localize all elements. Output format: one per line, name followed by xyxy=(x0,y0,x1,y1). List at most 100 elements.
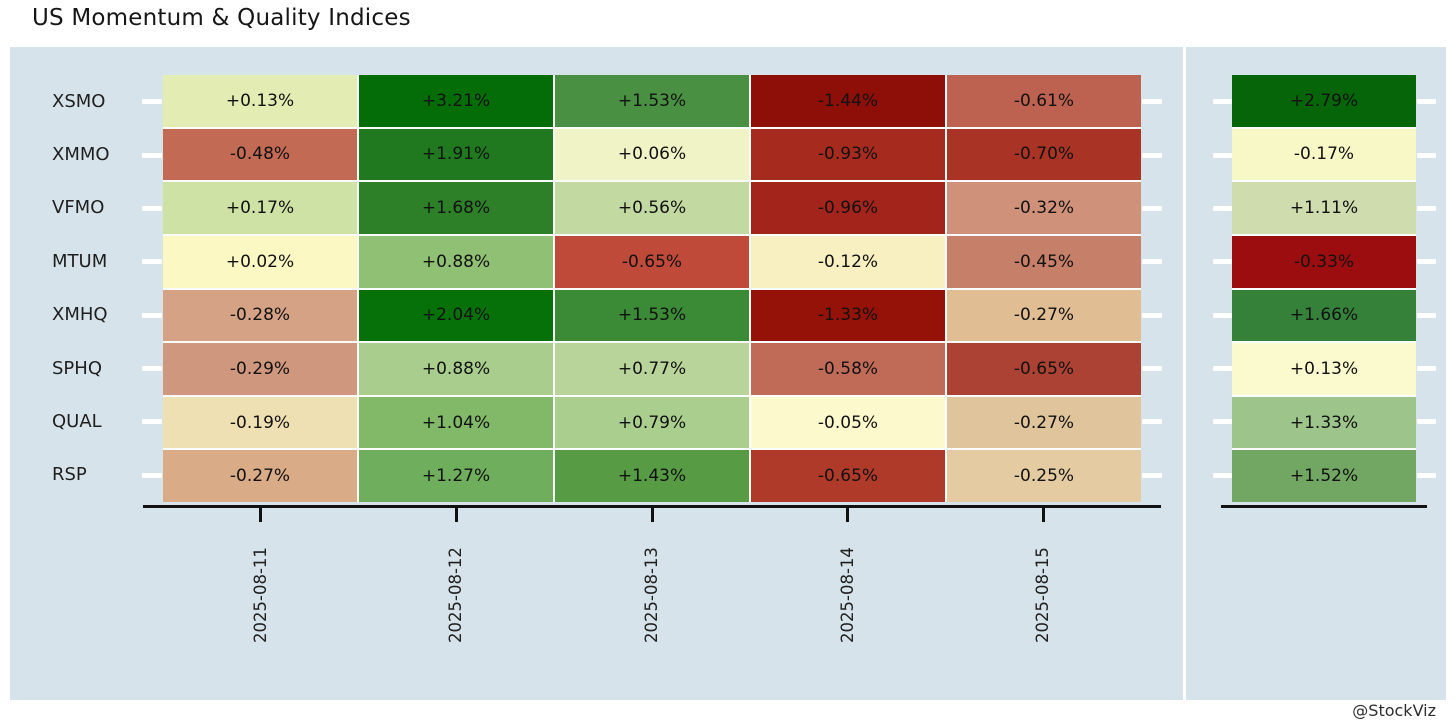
row-tick-dash xyxy=(1417,259,1436,265)
heatmap-cell: +0.56% xyxy=(555,182,749,234)
row-tick-dash xyxy=(1417,366,1436,372)
heatmap-cell: +1.43% xyxy=(555,450,749,502)
row-tick-dash xyxy=(1213,99,1232,105)
row-tick-dash xyxy=(1213,152,1232,158)
heatmap-cell: +1.53% xyxy=(555,75,749,127)
heatmap-cell: +3.21% xyxy=(359,75,553,127)
heatmap-cell: -0.12% xyxy=(751,235,945,288)
page-title: US Momentum & Quality Indices xyxy=(32,5,411,31)
heatmap-cell: +0.17% xyxy=(163,182,357,234)
summary-grid: +2.79% -0.17% +1.11% -0.33% +1.66% +0.13% +1.3… xyxy=(1232,75,1416,502)
heatmap-cell: -1.44% xyxy=(751,75,945,127)
heatmap-cell: +0.79% xyxy=(555,396,749,449)
heatmap-cell: -0.58% xyxy=(751,343,945,395)
heatmap-cell: -0.19% xyxy=(163,396,357,449)
x-axis-tick xyxy=(1041,508,1045,522)
row-tick-dash xyxy=(142,205,162,211)
heatmap-cell: +0.06% xyxy=(555,128,749,181)
summary-cell: +2.79% xyxy=(1232,75,1416,127)
summary-cell: +0.13% xyxy=(1232,343,1416,395)
row-tick-dash xyxy=(1142,259,1162,265)
summary-axis-line xyxy=(1221,505,1427,508)
date-label: 2025-08-11 xyxy=(250,547,270,643)
heatmap-cell: -0.48% xyxy=(163,128,357,181)
date-label: 2025-08-13 xyxy=(642,547,661,643)
row-tick-dash xyxy=(142,366,162,372)
row-label: XMHQ xyxy=(52,304,108,326)
heatmap-cell: +0.13% xyxy=(163,75,357,127)
row-tick-dash xyxy=(1417,152,1436,158)
heatmap-cell: -0.61% xyxy=(947,75,1141,127)
row-tick-dash xyxy=(142,472,162,478)
heatmap-cell: -0.45% xyxy=(947,235,1141,288)
x-axis-tick xyxy=(650,508,654,522)
row-tick-dash xyxy=(1142,472,1162,478)
row-tick-dash xyxy=(1213,312,1232,318)
row-tick-dash xyxy=(1417,205,1436,211)
heatmap-cell: -0.65% xyxy=(751,450,945,502)
row-tick-dash xyxy=(1213,472,1232,478)
heatmap-grid: +0.13% +3.21% +1.53% -1.44% -0.61% -0.48% +1.9… xyxy=(163,75,1141,502)
date-label: 2025-08-12 xyxy=(446,547,466,643)
row-label: RSP xyxy=(52,464,87,486)
summary-cell: +1.33% xyxy=(1232,396,1416,449)
row-label: VFMO xyxy=(52,197,105,219)
row-tick-dash xyxy=(1142,366,1162,372)
heatmap-cell: -0.27% xyxy=(163,450,357,502)
row-tick-dash xyxy=(1213,419,1232,425)
x-axis-line xyxy=(143,505,1161,508)
heatmap-cell: -0.65% xyxy=(947,343,1141,395)
heatmap-cell: +0.77% xyxy=(555,343,749,395)
row-tick-dash xyxy=(1213,205,1232,211)
row-label: MTUM xyxy=(52,250,108,272)
date-label: 2025-08-15 xyxy=(1033,547,1053,643)
x-axis-tick xyxy=(846,508,850,522)
heatmap-cell: -1.33% xyxy=(751,289,945,342)
heatmap-cell: -0.05% xyxy=(751,396,945,449)
row-tick-dash xyxy=(142,419,162,425)
heatmap-cell: +0.88% xyxy=(359,235,553,288)
summary-cell: +1.52% xyxy=(1232,450,1416,502)
row-tick-dash xyxy=(1142,205,1162,211)
heatmap-cell: -0.93% xyxy=(751,128,945,181)
heatmap-cell: -0.27% xyxy=(947,396,1141,449)
heatmap-cell: +2.04% xyxy=(359,289,553,342)
heatmap-cell: +0.88% xyxy=(359,343,553,395)
summary-cell: +1.11% xyxy=(1232,182,1416,234)
summary-cell: +1.66% xyxy=(1232,289,1416,342)
row-label: SPHQ xyxy=(52,357,102,379)
heatmap-cell: +1.91% xyxy=(359,128,553,181)
heatmap-cell: -0.27% xyxy=(947,289,1141,342)
row-tick-dash xyxy=(142,152,162,158)
heatmap-cell: +1.53% xyxy=(555,289,749,342)
row-tick-dash xyxy=(1417,99,1436,105)
row-tick-dash xyxy=(1417,419,1436,425)
heatmap-cell: -0.28% xyxy=(163,289,357,342)
row-tick-dash xyxy=(1417,312,1436,318)
heatmap-cell: -0.25% xyxy=(947,450,1141,502)
heatmap-cell: +1.04% xyxy=(359,396,553,449)
heatmap-cell: -0.70% xyxy=(947,128,1141,181)
heatmap-cell: +1.68% xyxy=(359,182,553,234)
row-tick-dash xyxy=(1417,472,1436,478)
attribution: @StockViz xyxy=(1352,701,1436,720)
date-label: 2025-08-14 xyxy=(837,547,857,643)
row-tick-dash xyxy=(1142,312,1162,318)
row-tick-dash xyxy=(1213,259,1232,265)
x-axis-tick xyxy=(259,508,263,522)
row-label: XMMO xyxy=(52,144,110,166)
row-label: XSMO xyxy=(52,90,106,112)
row-tick-dash xyxy=(1213,366,1232,372)
row-tick-dash xyxy=(1142,152,1162,158)
row-tick-dash xyxy=(142,312,162,318)
row-tick-dash xyxy=(1142,99,1162,105)
row-tick-dash xyxy=(1142,419,1162,425)
row-tick-dash xyxy=(142,259,162,265)
heatmap-cell: -0.65% xyxy=(555,235,749,288)
heatmap-cell: -0.32% xyxy=(947,182,1141,234)
row-tick-dash xyxy=(142,99,162,105)
x-axis-tick xyxy=(454,508,458,522)
summary-cell: -0.17% xyxy=(1232,128,1416,181)
row-label: QUAL xyxy=(52,410,102,432)
heatmap-cell: -0.96% xyxy=(751,182,945,234)
